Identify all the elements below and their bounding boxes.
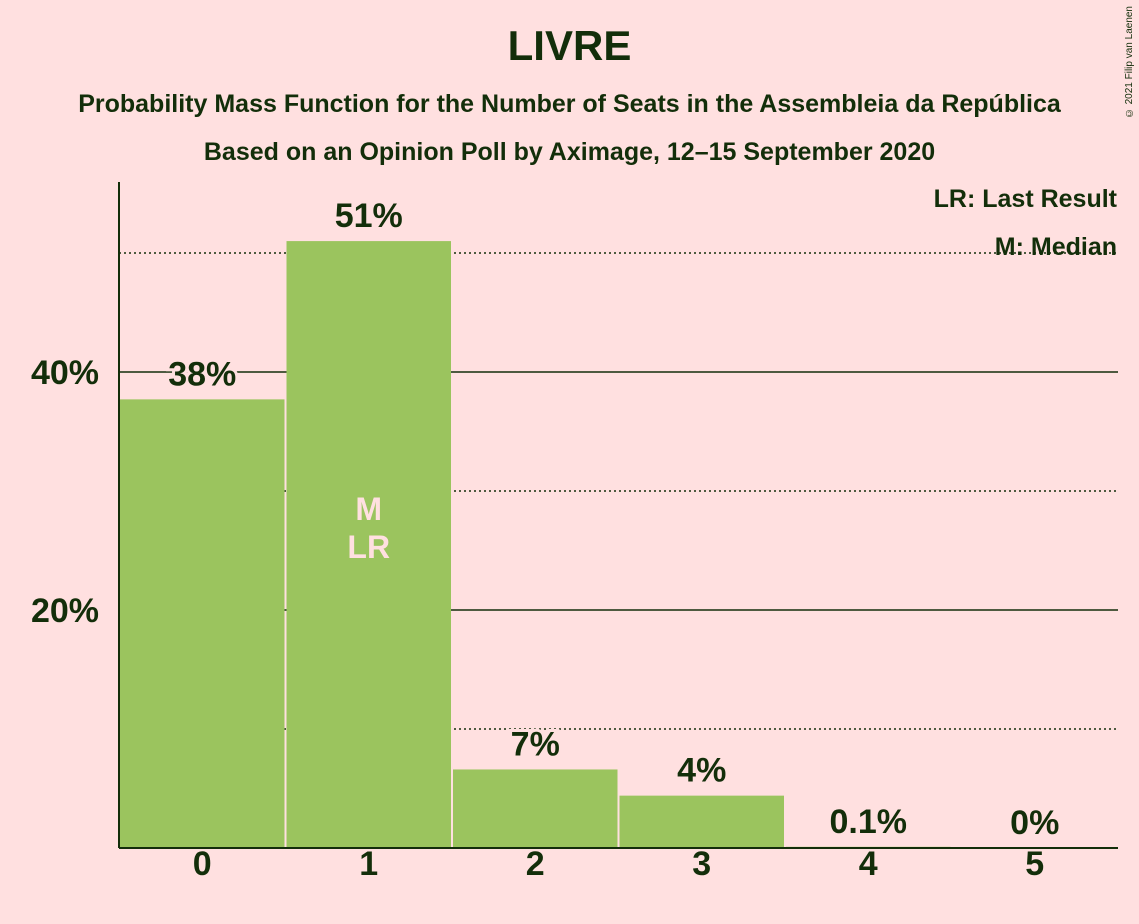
x-tick-label: 1 (359, 845, 378, 883)
bar-0 (120, 399, 285, 848)
bar-marker-m: M (355, 491, 382, 527)
x-tick-label: 2 (526, 845, 545, 883)
bar-value-label: 38% (168, 355, 236, 393)
y-tick-label: 20% (31, 592, 99, 630)
bar-value-label: 7% (511, 725, 560, 763)
bar-value-label: 51% (335, 197, 403, 235)
x-tick-label: 5 (1025, 845, 1044, 883)
x-tick-label: 0 (193, 845, 212, 883)
chart-title: LIVRE (507, 22, 632, 69)
bar-marker-lr: LR (347, 529, 390, 565)
x-tick-label: 4 (859, 845, 878, 883)
y-tick-label: 40% (31, 354, 99, 392)
legend-last-result: LR: Last Result (933, 185, 1117, 213)
bar-value-label: 0.1% (830, 803, 908, 841)
bar-2 (453, 769, 618, 848)
chart-subtitle: Probability Mass Function for the Number… (78, 90, 1061, 118)
chart-source-subtitle: Based on an Opinion Poll by Aximage, 12–… (203, 138, 936, 166)
legend-median: M: Median (994, 233, 1117, 261)
bar-1 (286, 241, 451, 849)
bar-3 (619, 795, 784, 848)
x-tick-label: 3 (692, 845, 711, 883)
bar-value-label: 0% (1010, 804, 1059, 842)
bar-value-label: 4% (677, 752, 726, 790)
